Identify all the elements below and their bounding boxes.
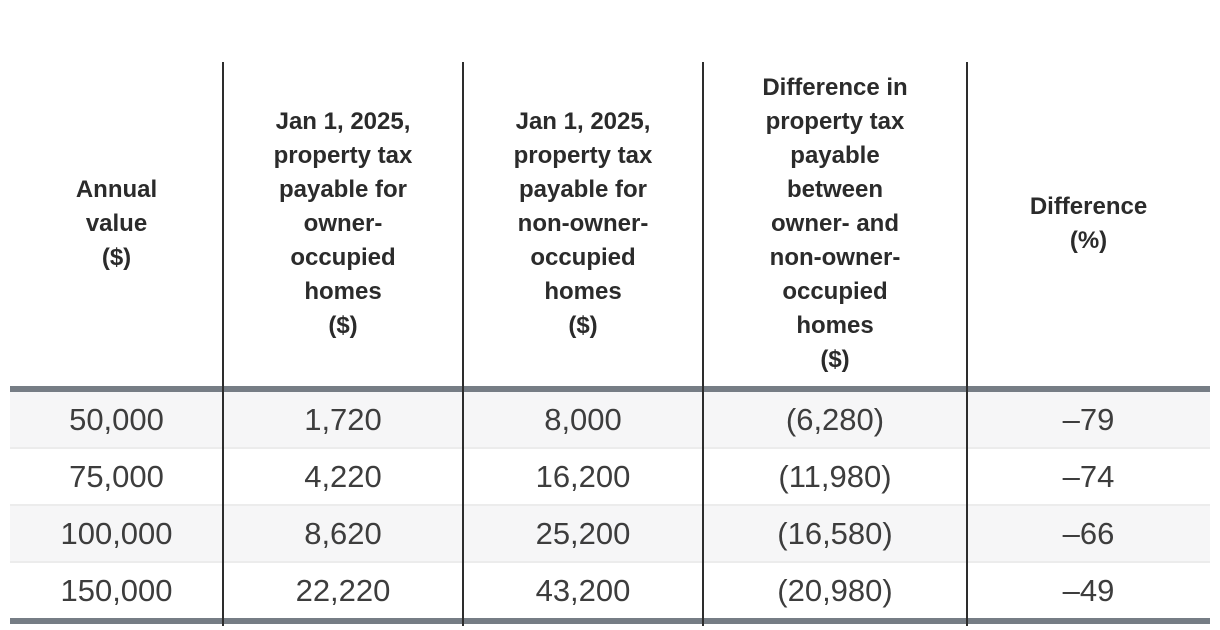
column-divider xyxy=(222,62,224,626)
cell-owner-occupied-tax: 8,620 xyxy=(304,515,382,551)
cell-difference-dollars: (6,280) xyxy=(785,401,885,437)
cell-annual-value: 150,000 xyxy=(60,572,173,608)
cell-annual-value: 75,000 xyxy=(69,458,164,494)
cell-non-owner-occupied-tax: 43,200 xyxy=(535,572,631,608)
property-tax-table-wrap: Annual value ($) Jan 1, 2025, property t… xyxy=(10,62,1210,626)
table-row: 100,000 8,620 25,200 (16,580) –66 xyxy=(10,505,1210,562)
column-divider xyxy=(462,62,464,626)
cell-owner-occupied-tax: 22,220 xyxy=(295,572,391,608)
table-row: 150,000 22,220 43,200 (20,980) –49 xyxy=(10,562,1210,621)
column-divider xyxy=(966,62,968,626)
cell-non-owner-occupied-tax: 25,200 xyxy=(535,515,631,551)
table-row: 50,000 1,720 8,000 (6,280) –79 xyxy=(10,389,1210,448)
table-row: 75,000 4,220 16,200 (11,980) –74 xyxy=(10,448,1210,505)
cell-difference-percent: –79 xyxy=(1062,401,1115,437)
cell-difference-dollars: (11,980) xyxy=(778,458,892,494)
cell-difference-dollars: (16,580) xyxy=(777,515,893,551)
column-header-annual-value: Annual value ($) xyxy=(75,176,158,271)
column-header-non-owner-occupied-tax: Jan 1, 2025, property tax payable for no… xyxy=(513,108,653,339)
column-header-owner-occupied-tax: Jan 1, 2025, property tax payable for ow… xyxy=(273,108,413,339)
column-header-difference-dollars: Difference in property tax payable betwe… xyxy=(762,74,908,373)
cell-owner-occupied-tax: 1,720 xyxy=(304,401,382,437)
column-header-difference-percent: Difference (%) xyxy=(1029,193,1148,254)
cell-annual-value: 100,000 xyxy=(60,515,173,551)
cell-difference-percent: –66 xyxy=(1062,515,1115,551)
cell-owner-occupied-tax: 4,220 xyxy=(304,458,382,494)
cell-annual-value: 50,000 xyxy=(69,401,164,437)
cell-difference-dollars: (20,980) xyxy=(777,572,893,608)
column-divider xyxy=(702,62,704,626)
property-tax-table: Annual value ($) Jan 1, 2025, property t… xyxy=(10,62,1210,624)
cell-difference-percent: –74 xyxy=(1062,458,1115,494)
cell-non-owner-occupied-tax: 16,200 xyxy=(535,458,631,494)
cell-non-owner-occupied-tax: 8,000 xyxy=(544,401,622,437)
header-row: Annual value ($) Jan 1, 2025, property t… xyxy=(10,62,1210,389)
cell-difference-percent: –49 xyxy=(1062,572,1115,608)
